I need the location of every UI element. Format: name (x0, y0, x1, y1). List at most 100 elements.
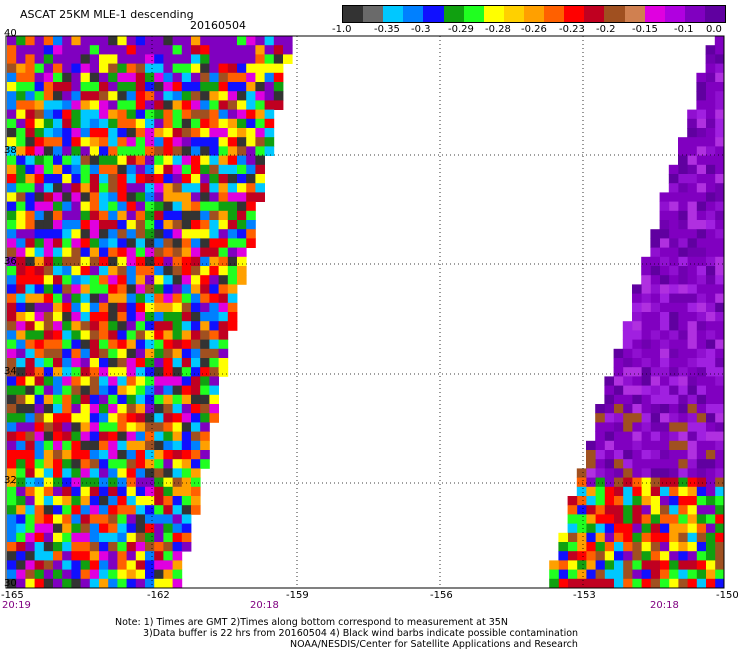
swath-cell (696, 201, 706, 212)
swath-cell (53, 468, 63, 478)
swath-cell (62, 551, 72, 561)
swath-cell (71, 82, 81, 92)
swath-cell (135, 532, 146, 543)
swath-cell (145, 128, 155, 138)
swath-cell (62, 137, 72, 147)
swath-cell (163, 367, 173, 377)
swath-cell (62, 468, 72, 478)
swath-cell (53, 569, 63, 580)
swath-cell (154, 54, 164, 64)
swath-cell (62, 440, 72, 451)
swath-cell (687, 312, 697, 322)
swath-cell (200, 339, 210, 350)
swath-cell (604, 486, 614, 497)
swath-cell (43, 385, 54, 396)
swath-cell (34, 220, 45, 230)
swath-cell (181, 109, 192, 120)
swath-cell (126, 358, 137, 368)
swath-cell (613, 542, 624, 552)
swath-cell (71, 321, 81, 331)
swath-cell (117, 542, 127, 552)
swath-cell (80, 542, 91, 552)
swath-cell (595, 542, 605, 552)
swath-cell (264, 146, 275, 156)
swath-cell (246, 100, 256, 110)
swath-cell (62, 367, 72, 377)
swath-cell (108, 238, 118, 248)
swath-cell (62, 339, 72, 350)
swath-cell (650, 238, 660, 248)
swath-cell (126, 302, 137, 313)
swath-cell (80, 284, 91, 294)
swath-cell (99, 238, 109, 248)
swath-cell (71, 468, 81, 478)
swath-cell (714, 459, 725, 469)
swath-cell (678, 514, 688, 524)
swath-cell (687, 560, 697, 570)
swath-cell (53, 229, 63, 239)
swath-cell (595, 560, 605, 570)
swath-cell (650, 450, 660, 460)
swath-cell (595, 422, 605, 432)
swath-cell (43, 36, 54, 46)
swath-cell (641, 468, 651, 478)
swath-cell (172, 266, 183, 276)
swath-cell (705, 72, 716, 83)
swath-cell (714, 293, 725, 304)
swath-cell (108, 146, 118, 156)
swath-cell (255, 45, 265, 55)
swath-cell (659, 192, 670, 202)
swath-cell (687, 358, 697, 368)
swath-cell (209, 164, 219, 175)
swath-cell (126, 247, 137, 258)
swath-cell (7, 440, 17, 451)
swath-cell (71, 137, 81, 147)
swath-cell (255, 82, 265, 92)
swath-cell (99, 266, 109, 276)
swath-cell (714, 266, 725, 276)
swath-cell (16, 422, 26, 432)
swath-cell (567, 514, 578, 524)
swath-cell (714, 109, 725, 120)
swath-cell (705, 560, 716, 570)
swath-cell (7, 523, 17, 534)
swath-cell (145, 551, 155, 561)
swath-cell (687, 450, 697, 460)
swath-cell (172, 91, 183, 101)
swath-cell (558, 551, 568, 561)
swath-cell (705, 266, 716, 276)
swath-cell (62, 477, 72, 488)
swath-cell (25, 477, 35, 488)
swath-cell (16, 137, 26, 147)
swath-cell (641, 293, 651, 304)
swath-cell (191, 431, 201, 442)
swath-cell (696, 477, 706, 488)
swath-cell (632, 440, 642, 451)
colorbar-swatch (443, 6, 464, 22)
swath-cell (218, 146, 229, 156)
swath-cell (705, 183, 716, 193)
swath-cell (181, 72, 192, 83)
swath-cell (62, 210, 72, 221)
swath-cell (7, 413, 17, 423)
swath-cell (622, 468, 633, 478)
swath-cell (53, 118, 63, 129)
swath-cell (145, 385, 155, 396)
swath-cell (659, 523, 670, 534)
swath-cell (696, 468, 706, 478)
swath-cell (181, 450, 192, 460)
swath-cell (191, 394, 201, 405)
swath-cell (641, 486, 651, 497)
swath-cell (650, 302, 660, 313)
swath-cell (145, 91, 155, 101)
swath-cell (154, 256, 164, 267)
swath-cell (696, 394, 706, 405)
swath-cell (145, 109, 155, 120)
swath-cell (99, 385, 109, 396)
swath-cell (696, 137, 706, 147)
swath-cell (126, 54, 137, 64)
swath-cell (227, 146, 238, 156)
swath-cell (117, 72, 127, 83)
swath-cell (181, 210, 192, 221)
swath-cell (678, 330, 688, 340)
